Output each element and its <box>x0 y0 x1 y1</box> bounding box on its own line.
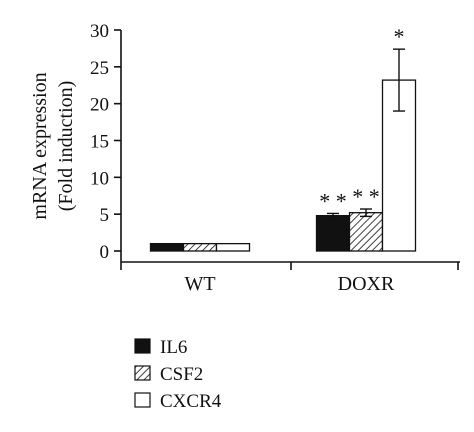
legend-swatch-csf2 <box>134 365 151 381</box>
y-tick-label: 30 <box>90 21 109 42</box>
legend-item-il6: IL6 <box>134 337 187 358</box>
y-axis-label-line-2: (Fold induction) <box>55 81 77 212</box>
y-tick-label: 0 <box>100 242 110 263</box>
y-tick-label: 15 <box>90 132 109 153</box>
legend-label-il6: IL6 <box>160 337 187 358</box>
legend-item-cxcr4: CXCR4 <box>134 391 222 412</box>
legend: IL6 CSF2 CXCR4 <box>134 337 222 412</box>
bars <box>149 79 417 252</box>
error-bars <box>327 48 405 219</box>
bar-il6-doxr <box>315 214 351 252</box>
x-category-label: WT <box>184 273 215 295</box>
y-tick-label: 10 <box>90 168 109 189</box>
y-tick-label: 20 <box>90 95 109 116</box>
significance-mark: * * <box>319 188 347 213</box>
bar-csf2-doxr <box>348 212 384 252</box>
x-ticks: WT DOXR <box>120 262 459 295</box>
significance-mark: * * <box>352 184 380 209</box>
significance-marks: * * * * * <box>319 24 404 213</box>
bar-cxcr4-wt <box>215 242 251 252</box>
y-ticks: 0 5 10 15 20 25 30 <box>90 21 121 263</box>
bar-csf2-wt <box>182 242 218 252</box>
legend-swatch-il6 <box>134 338 151 354</box>
legend-label-csf2: CSF2 <box>160 364 203 385</box>
y-tick-label: 5 <box>100 205 110 226</box>
bar-il6-wt <box>149 242 185 252</box>
y-tick-label: 25 <box>90 58 109 79</box>
y-axis-label-line-1: mRNA expression <box>29 72 51 219</box>
legend-swatch-cxcr4 <box>134 392 151 408</box>
legend-label-cxcr4: CXCR4 <box>160 391 222 412</box>
x-category-label: DOXR <box>338 273 395 295</box>
legend-item-csf2: CSF2 <box>134 364 203 385</box>
significance-mark: * <box>394 24 405 49</box>
